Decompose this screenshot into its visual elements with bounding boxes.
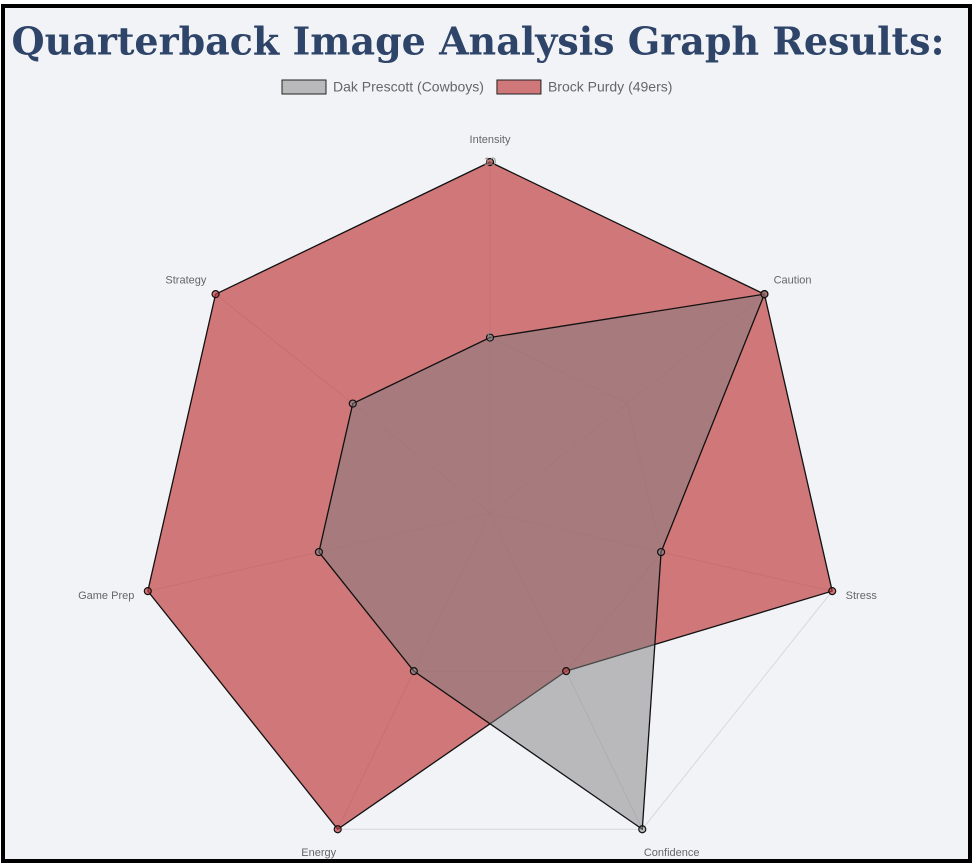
r-tick-label: 5 xyxy=(487,331,493,343)
data-point xyxy=(562,667,571,676)
legend-swatch xyxy=(281,79,327,95)
chart-title: Quarterback Image Analysis Graph Results… xyxy=(11,19,944,64)
data-point xyxy=(656,547,666,557)
data-point xyxy=(409,667,418,676)
series-area xyxy=(318,293,766,831)
data-point xyxy=(143,587,152,596)
data-point xyxy=(638,825,647,834)
axis-label: Intensity xyxy=(470,134,511,146)
data-point xyxy=(485,333,495,342)
data-point xyxy=(211,290,220,299)
data-point xyxy=(760,290,769,299)
data-point xyxy=(485,157,495,167)
axis-label: Game Prep xyxy=(78,590,134,602)
data-point xyxy=(314,547,324,557)
axis-label: Confidence xyxy=(644,847,700,859)
data-point xyxy=(348,399,357,408)
data-point xyxy=(333,825,342,834)
axis-label: Strategy xyxy=(165,274,206,286)
axis-label: Energy xyxy=(301,847,336,859)
axis-label: Caution xyxy=(774,274,812,286)
axis-label: Stress xyxy=(846,590,878,602)
legend-swatch xyxy=(496,79,542,95)
data-point xyxy=(828,587,837,596)
r-tick-label: 10 xyxy=(484,156,496,168)
legend-label: Dak Prescott (Cowboys) xyxy=(333,79,484,95)
legend-label: Brock Purdy (49ers) xyxy=(548,79,672,95)
